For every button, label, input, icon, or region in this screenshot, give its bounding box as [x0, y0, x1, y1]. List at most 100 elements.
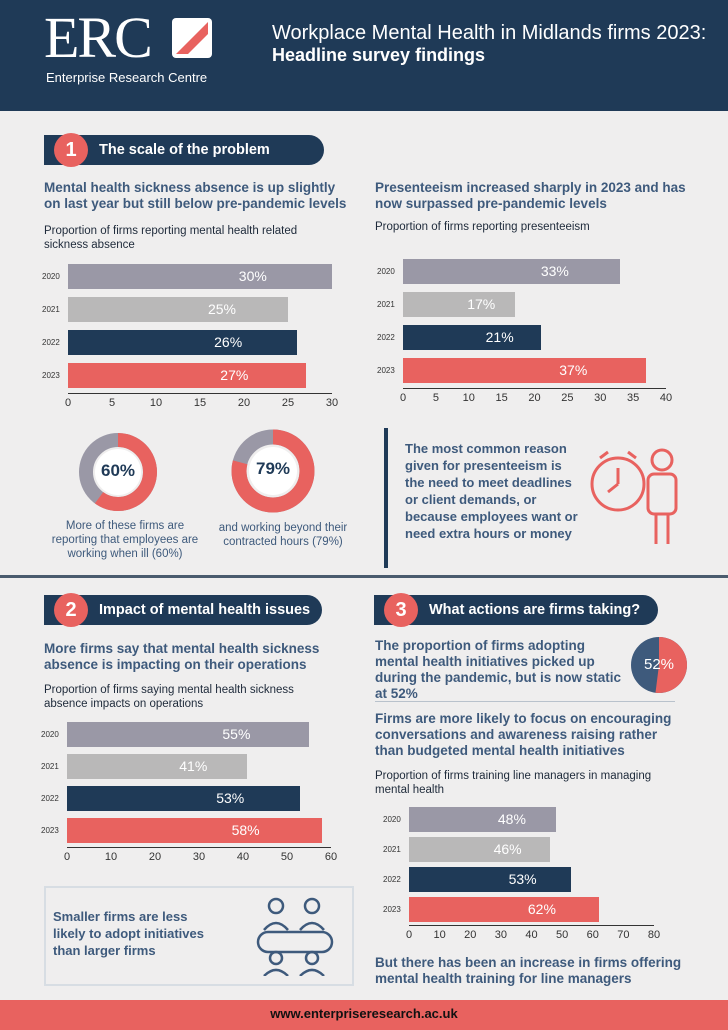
x-tick-label: 15: [495, 392, 508, 404]
bar: [409, 897, 599, 922]
s1-left-heading: Mental health sickness absence is up sli…: [44, 180, 347, 211]
year-label: 2020: [42, 272, 60, 281]
x-axis: [67, 847, 331, 848]
year-label: 2022: [377, 333, 395, 342]
section2-number: 2: [54, 593, 88, 627]
x-tick-label: 80: [647, 929, 661, 941]
s3-subheading: Proportion of firms training line manage…: [375, 770, 652, 796]
donut1-caption: More of these firms are reporting that e…: [51, 520, 199, 560]
year-label: 2021: [377, 300, 395, 309]
logo: ERC: [44, 5, 153, 70]
donut-extra-hours: [231, 429, 315, 513]
year-label: 2021: [41, 762, 59, 771]
x-tick-label: 20: [237, 397, 251, 409]
x-tick-label: 10: [462, 392, 475, 404]
x-tick-label: 5: [108, 397, 116, 409]
section1-title: The scale of the problem: [99, 142, 270, 158]
header-banner: [0, 0, 728, 111]
x-tick-label: 20: [148, 851, 162, 863]
bar: [403, 358, 647, 383]
s1-right-heading: Presenteeism increased sharply in 2023 a…: [375, 180, 686, 211]
bar-value-label: 48%: [497, 811, 526, 827]
s3-footer-heading: But there has been an increase in firms …: [375, 955, 682, 986]
bar-value-label: 55%: [222, 726, 251, 742]
x-tick-label: 50: [280, 851, 294, 863]
s3-heading1: The proportion of firms adopting mental …: [375, 638, 622, 701]
bar-value-label: 17%: [467, 296, 496, 312]
x-tick-label: 50: [556, 929, 569, 941]
presenteeism-reason-callout: The most common reason given for present…: [405, 441, 578, 541]
section3-banner: [374, 595, 658, 625]
bar-value-label: 53%: [508, 871, 537, 887]
bar: [403, 325, 542, 350]
section1-banner: [44, 135, 324, 165]
bar: [403, 259, 620, 284]
x-tick-label: 30: [594, 392, 607, 404]
meeting-people-icon: [256, 897, 334, 976]
bar-value-label: 21%: [485, 329, 514, 345]
year-label: 2023: [42, 371, 60, 380]
x-tick-label: 25: [281, 397, 295, 409]
x-tick-label: 20: [528, 392, 541, 404]
x-tick-label: 70: [617, 929, 630, 941]
pie-initiatives: [631, 637, 687, 693]
x-tick-label: 10: [104, 851, 118, 863]
year-label: 2023: [383, 905, 401, 914]
x-tick-label: 10: [433, 929, 446, 941]
donut2-label: 79%: [255, 459, 291, 478]
small-firms-callout: Smaller firms are less likely to adopt i…: [53, 909, 204, 958]
bar: [409, 837, 550, 862]
x-tick-label: 30: [494, 929, 507, 941]
x-tick-label: 20: [464, 929, 477, 941]
year-label: 2020: [41, 730, 59, 739]
section1-number: 1: [54, 133, 88, 167]
s1-right-subheading: Proportion of firms reporting presenteei…: [375, 221, 590, 233]
donut2-caption: and working beyond their contracted hour…: [218, 522, 348, 548]
bar-value-label: 25%: [207, 301, 237, 317]
bar: [409, 867, 572, 892]
year-label: 2023: [377, 366, 395, 375]
small-firms-callout-box: [44, 886, 354, 986]
x-axis: [409, 925, 654, 926]
s1-left-subheading: Proportion of firms reporting mental hea…: [44, 225, 298, 251]
clock-person-icon: [590, 448, 678, 544]
page-subtitle: Headline survey findings: [272, 45, 486, 65]
bar: [67, 818, 323, 843]
year-label: 2021: [42, 305, 60, 314]
year-label: 2020: [383, 815, 401, 824]
year-label: 2022: [42, 338, 60, 347]
section-divider: [0, 575, 728, 578]
bar-value-label: 27%: [220, 367, 249, 383]
x-tick-label: 10: [149, 397, 163, 409]
x-tick-label: 0: [63, 851, 71, 863]
year-label: 2021: [383, 845, 401, 854]
bar: [68, 297, 288, 322]
bar-value-label: 53%: [216, 790, 245, 806]
bar: [68, 330, 297, 355]
s3-heading2: Firms are more likely to focus on encour…: [375, 711, 672, 758]
x-tick-label: 60: [586, 929, 599, 941]
callout-rule: [384, 428, 388, 568]
footer-bar: [0, 1000, 728, 1030]
year-label: 2020: [377, 267, 395, 276]
x-tick-label: 0: [64, 397, 72, 409]
footer-link[interactable]: www.enterpriseresearch.ac.uk: [270, 1006, 458, 1021]
bar: [68, 363, 306, 388]
x-tick-label: 0: [399, 392, 407, 404]
x-axis: [403, 388, 666, 389]
x-tick-label: 30: [192, 851, 206, 863]
x-tick-label: 40: [659, 392, 673, 404]
donut-working-when-ill: [79, 433, 157, 511]
bar-value-label: 37%: [559, 362, 588, 378]
s2-heading: More firms say that mental health sickne…: [44, 641, 320, 672]
bar: [409, 807, 556, 832]
bar: [67, 754, 248, 779]
bar-value-label: 26%: [214, 334, 243, 350]
s2-subheading: Proportion of firms saying mental health…: [44, 684, 294, 710]
bar-value-label: 41%: [179, 758, 208, 774]
bar-value-label: 62%: [527, 901, 556, 917]
year-label: 2023: [41, 826, 59, 835]
x-tick-label: 15: [193, 397, 207, 409]
x-tick-label: 60: [324, 851, 338, 863]
bar-value-label: 58%: [231, 822, 260, 838]
